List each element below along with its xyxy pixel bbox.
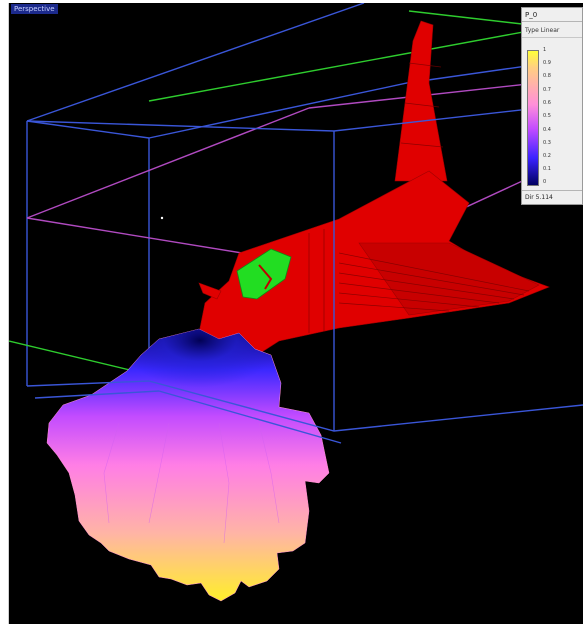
legend-tick: 0.1 <box>543 166 551 172</box>
scene-canvas[interactable] <box>9 3 583 624</box>
legend-tick: 0.4 <box>543 127 551 133</box>
legend-tick: 0.3 <box>543 140 551 146</box>
orbiter-model <box>198 20 550 360</box>
legend-title: P_0 <box>522 8 582 22</box>
legend-scale-type[interactable]: Type Linear <box>522 24 582 38</box>
legend-footer: Dir 5.114 <box>522 190 582 204</box>
legend-tick: 0.8 <box>543 73 551 79</box>
pivot-marker <box>160 216 164 220</box>
3d-viewport[interactable]: Perspective P_0 Type Linear 1 0.9 0.8 0.… <box>8 3 583 624</box>
legend-tick: 0.7 <box>543 87 551 93</box>
exhaust-plume <box>46 328 330 602</box>
bounding-box-front <box>26 102 583 444</box>
legend-tick: 0.5 <box>543 113 551 119</box>
legend-tick: 0.6 <box>543 100 551 106</box>
color-legend[interactable]: P_0 Type Linear 1 0.9 0.8 0.7 0.6 0.5 0.… <box>521 7 583 205</box>
legend-tick: 1 <box>543 47 547 53</box>
cockpit-model <box>236 248 292 300</box>
legend-tick: 0.2 <box>543 153 551 159</box>
view-label[interactable]: Perspective <box>11 4 58 14</box>
legend-tick: 0.9 <box>543 60 551 66</box>
legend-color-bar <box>527 50 539 186</box>
legend-tick: 0 <box>543 179 547 185</box>
